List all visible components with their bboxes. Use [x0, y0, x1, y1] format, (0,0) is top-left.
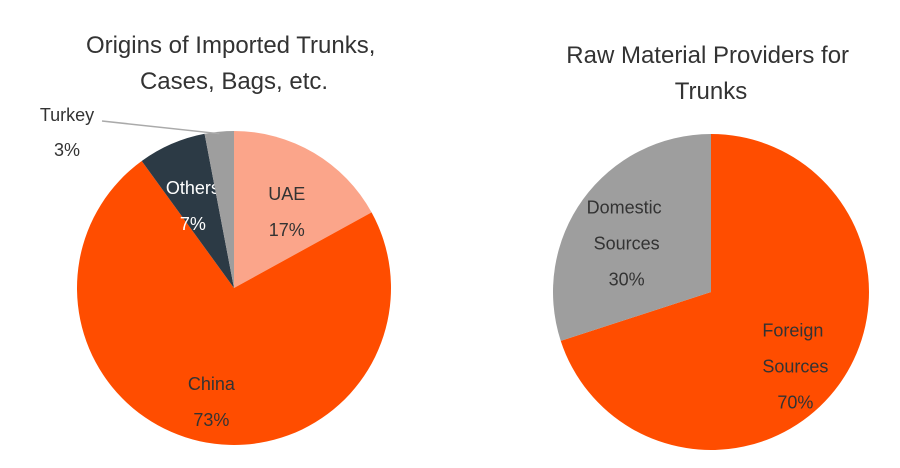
leader-line: [101, 120, 220, 135]
slice-label: UAE: [268, 184, 305, 204]
pie-slice: [204, 131, 234, 288]
slice-value-label: 30%: [609, 269, 645, 289]
slice-value-label: 3%: [54, 140, 80, 160]
pie-slice: [234, 131, 372, 288]
slice-value-label: 17%: [269, 220, 305, 240]
slice-value-label: 7%: [180, 214, 206, 234]
slice-label: Others: [166, 178, 220, 198]
chart-title: Raw Material Providers for Trunks: [566, 42, 855, 105]
slice-value-label: 70%: [777, 392, 813, 412]
chart-title: Origins of Imported Trunks, Cases, Bags,…: [86, 32, 382, 95]
pie-slice: [560, 134, 869, 450]
pie-slice: [77, 160, 391, 446]
slice-value-label: 73%: [193, 410, 229, 430]
slice-label: Turkey: [40, 105, 94, 125]
slice-label: Foreign Sources: [762, 320, 828, 376]
slice-label: China: [188, 374, 236, 394]
pie-slice: [141, 133, 234, 288]
pie-slice: [553, 134, 711, 341]
slice-label: Domestic Sources: [587, 197, 667, 253]
